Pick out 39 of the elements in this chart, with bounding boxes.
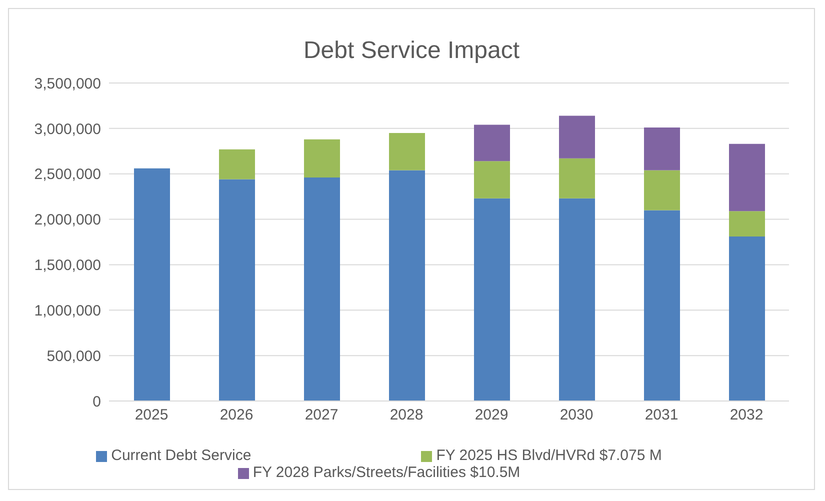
x-tick-label: 2032 <box>730 406 764 424</box>
y-tick-label: 1,500,000 <box>34 257 101 274</box>
y-tick-label: 0 <box>92 393 101 410</box>
bar <box>474 124 510 162</box>
legend-label: Current Debt Service <box>111 447 252 464</box>
bar <box>729 211 765 237</box>
y-tick-label: 3,000,000 <box>34 120 101 138</box>
bar <box>474 161 510 198</box>
bar <box>219 149 255 180</box>
bar <box>304 139 340 178</box>
x-tick-label: 2025 <box>134 406 168 424</box>
bar <box>644 210 680 401</box>
bar <box>559 116 595 158</box>
x-tick-label: 2028 <box>390 406 424 424</box>
bar <box>389 132 425 170</box>
bar <box>559 198 595 401</box>
bar <box>219 179 255 401</box>
y-tick-label: 2,000,000 <box>34 212 101 229</box>
bar <box>474 198 510 401</box>
bar <box>729 236 765 401</box>
bar <box>304 177 340 401</box>
y-tick-label: 3,500,000 <box>34 75 101 92</box>
x-tick-label: 2026 <box>220 406 254 424</box>
bar <box>729 144 765 212</box>
legend-label: FY 2025 HS Blvd/HVRd $7.075 M <box>436 447 662 464</box>
x-tick-label: 2027 <box>304 406 338 424</box>
bar <box>389 170 425 401</box>
chart-title: Debt Service Impact <box>302 37 521 66</box>
y-tick-label: 2,500,000 <box>34 166 101 184</box>
y-tick-label: 1,000,000 <box>34 302 101 320</box>
bar <box>644 128 680 170</box>
bar <box>134 168 170 401</box>
x-tick-label: 2030 <box>560 406 594 424</box>
y-tick-label: 500,000 <box>46 348 101 365</box>
bar <box>644 170 680 210</box>
x-tick-label: 2031 <box>644 406 678 424</box>
bar <box>559 158 595 198</box>
x-tick-label: 2029 <box>474 406 508 424</box>
legend-label: FY 2028 Parks/Streets/Facilities $10.5M <box>252 464 520 481</box>
